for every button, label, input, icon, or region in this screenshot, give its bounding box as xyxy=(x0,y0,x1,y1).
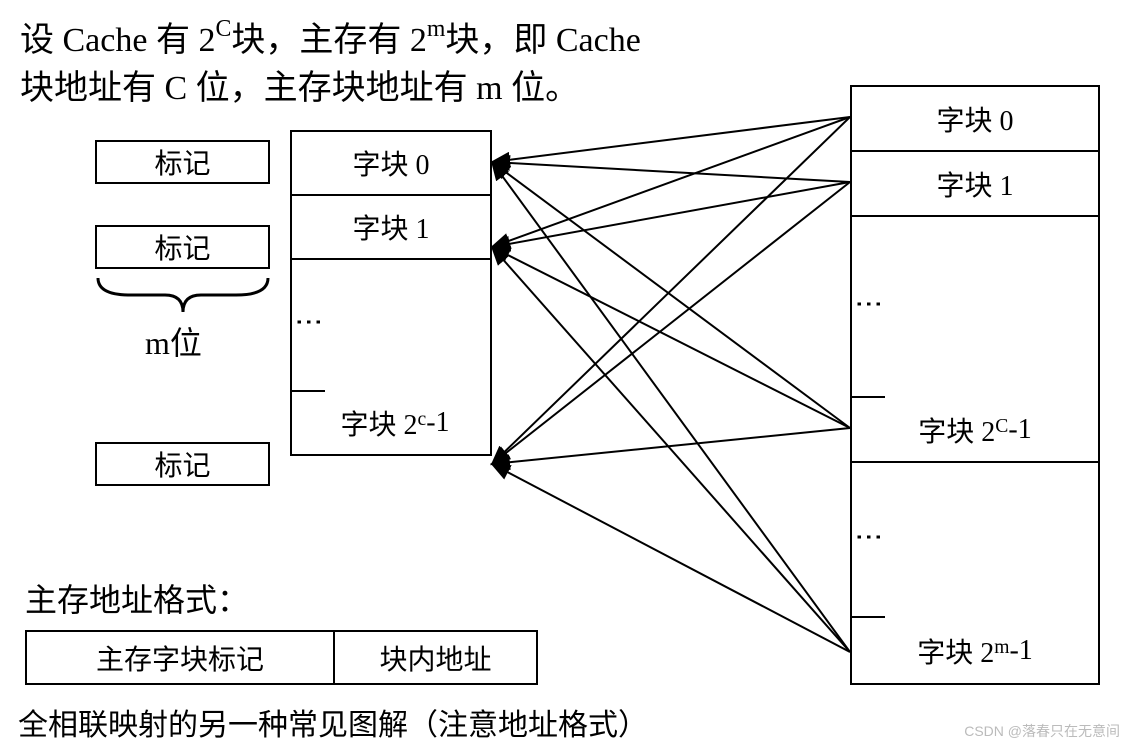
arrow-group xyxy=(492,117,850,652)
arrows-svg xyxy=(0,0,1140,751)
diagram-container: 设 Cache 有 2C块，主存有 2m块，即 Cache 块地址有 C 位，主… xyxy=(0,0,1140,751)
